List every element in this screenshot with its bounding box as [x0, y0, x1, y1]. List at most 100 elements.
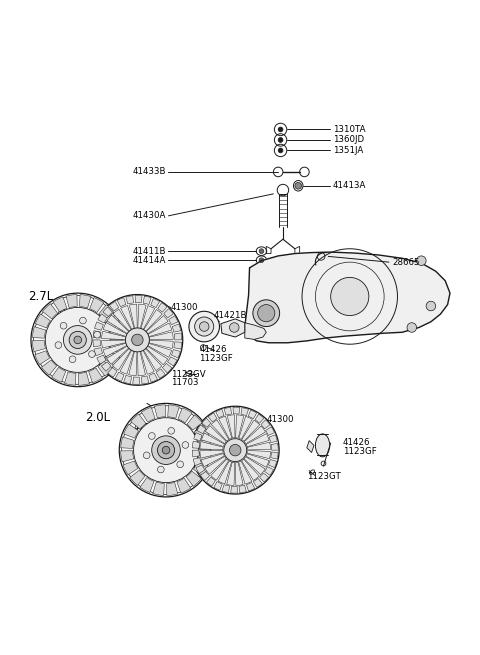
Text: 1123GV: 1123GV	[171, 370, 205, 379]
Wedge shape	[198, 452, 211, 463]
Circle shape	[278, 138, 283, 142]
Circle shape	[426, 301, 436, 310]
Circle shape	[132, 334, 143, 346]
Wedge shape	[194, 426, 209, 440]
Wedge shape	[239, 461, 252, 484]
Wedge shape	[193, 458, 202, 466]
Wedge shape	[236, 415, 244, 438]
Wedge shape	[90, 297, 104, 312]
Wedge shape	[123, 461, 138, 475]
Wedge shape	[129, 352, 137, 376]
Circle shape	[74, 336, 82, 344]
Wedge shape	[241, 459, 259, 480]
Wedge shape	[146, 346, 168, 365]
Wedge shape	[241, 407, 249, 416]
Wedge shape	[198, 438, 211, 449]
Circle shape	[258, 305, 275, 322]
Wedge shape	[261, 420, 270, 429]
Wedge shape	[246, 434, 269, 447]
Text: 41100: 41100	[134, 423, 161, 432]
Wedge shape	[171, 350, 180, 358]
Text: 41413A: 41413A	[333, 181, 366, 190]
Wedge shape	[149, 332, 173, 340]
Text: 2.0L: 2.0L	[85, 411, 110, 424]
Wedge shape	[115, 372, 124, 381]
Circle shape	[253, 300, 280, 327]
Wedge shape	[80, 295, 91, 308]
Circle shape	[195, 317, 214, 336]
Wedge shape	[144, 310, 162, 331]
Wedge shape	[138, 304, 146, 328]
Wedge shape	[227, 462, 235, 485]
Wedge shape	[43, 304, 58, 319]
Wedge shape	[162, 364, 172, 373]
Wedge shape	[112, 348, 131, 370]
Text: 11703: 11703	[171, 378, 198, 387]
Wedge shape	[103, 322, 127, 337]
Wedge shape	[186, 471, 201, 487]
Text: 41300: 41300	[266, 415, 294, 424]
Circle shape	[69, 331, 86, 348]
Circle shape	[168, 428, 175, 434]
Circle shape	[224, 439, 247, 462]
Circle shape	[182, 441, 189, 448]
Wedge shape	[271, 452, 278, 459]
Text: 41426: 41426	[199, 345, 227, 354]
Text: 41421B: 41421B	[214, 311, 247, 320]
Circle shape	[417, 256, 426, 265]
Wedge shape	[138, 352, 145, 376]
Wedge shape	[193, 462, 208, 476]
Wedge shape	[242, 421, 260, 441]
Wedge shape	[35, 351, 50, 365]
Wedge shape	[78, 372, 89, 385]
Wedge shape	[110, 328, 123, 339]
Wedge shape	[148, 323, 172, 337]
Wedge shape	[141, 306, 155, 329]
Wedge shape	[98, 314, 108, 323]
Wedge shape	[247, 442, 271, 450]
Text: 41300: 41300	[171, 303, 198, 312]
Wedge shape	[148, 343, 172, 357]
Wedge shape	[103, 343, 127, 357]
Circle shape	[60, 322, 67, 329]
Wedge shape	[126, 296, 133, 304]
Circle shape	[278, 127, 283, 132]
Wedge shape	[113, 309, 131, 331]
Wedge shape	[224, 407, 231, 415]
Text: 1123GT: 1123GT	[307, 472, 341, 481]
Wedge shape	[42, 360, 57, 375]
Wedge shape	[110, 342, 123, 353]
Wedge shape	[149, 373, 157, 382]
Wedge shape	[133, 377, 140, 384]
Wedge shape	[95, 322, 103, 330]
Wedge shape	[244, 426, 265, 443]
Wedge shape	[192, 450, 199, 457]
Wedge shape	[233, 407, 240, 414]
Text: 1351JA: 1351JA	[333, 146, 363, 155]
Wedge shape	[201, 453, 224, 467]
Circle shape	[162, 446, 170, 454]
Polygon shape	[307, 441, 314, 453]
Wedge shape	[248, 410, 257, 419]
Circle shape	[152, 436, 180, 464]
Wedge shape	[107, 346, 129, 364]
Circle shape	[199, 322, 209, 331]
Wedge shape	[156, 369, 165, 379]
Wedge shape	[211, 420, 229, 441]
Circle shape	[157, 441, 175, 458]
Circle shape	[177, 461, 183, 468]
Wedge shape	[121, 437, 134, 449]
Wedge shape	[268, 460, 276, 468]
Polygon shape	[245, 252, 450, 343]
Wedge shape	[168, 316, 178, 325]
Text: 41411B: 41411B	[132, 247, 166, 255]
Wedge shape	[205, 457, 226, 474]
Circle shape	[295, 183, 301, 189]
Wedge shape	[89, 368, 102, 383]
Wedge shape	[36, 314, 50, 328]
Wedge shape	[131, 414, 146, 429]
Wedge shape	[106, 315, 120, 329]
Polygon shape	[245, 323, 266, 339]
Circle shape	[119, 403, 213, 497]
Wedge shape	[98, 361, 113, 376]
